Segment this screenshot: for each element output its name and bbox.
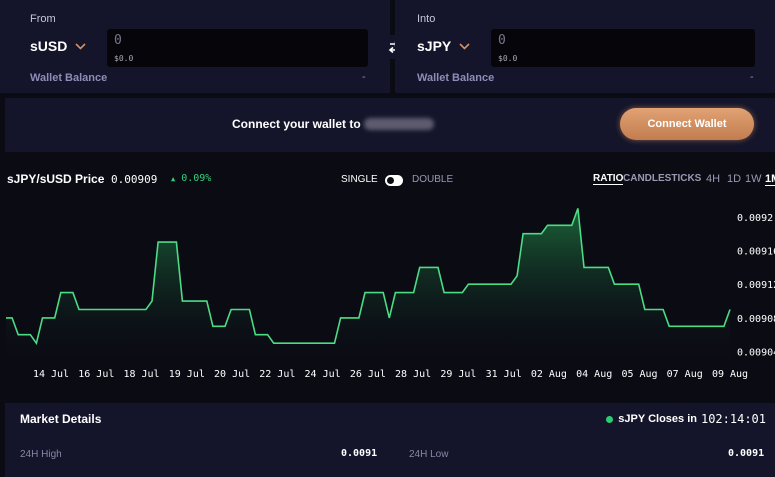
toggle-knob: [387, 177, 394, 184]
into-balance-label: Wallet Balance: [417, 72, 495, 84]
into-token-select[interactable]: sJPY: [417, 38, 470, 54]
x-tick-label: 19 Jul: [169, 369, 205, 380]
into-panel: Into sJPY 0 $0.0 Wallet Balance -: [395, 0, 775, 93]
status-dot-icon: [606, 415, 614, 423]
market-details-panel: Market Details sJPY Closes in 102:14:01 …: [5, 403, 775, 477]
timeframe-1w[interactable]: 1W: [745, 173, 762, 185]
low-24h-label: 24H Low: [409, 449, 449, 460]
from-amount-field[interactable]: 0 $0.0: [107, 29, 368, 67]
low-24h-value: 0.0091: [728, 448, 765, 459]
x-tick-label: 24 Jul: [305, 369, 341, 380]
blurred-app-name: [363, 118, 434, 130]
high-24h-label: 24H High: [20, 449, 62, 460]
high-24h-value: 0.0091: [341, 448, 378, 459]
x-tick-label: 02 Aug: [531, 369, 567, 380]
chevron-down-icon: [459, 42, 470, 50]
into-title: Into: [417, 13, 436, 25]
from-amount-usd: $0.0: [114, 54, 134, 63]
price-series-line: [6, 208, 731, 346]
x-tick-label: 16 Jul: [78, 369, 114, 380]
from-amount-value: 0: [114, 33, 122, 48]
price-chart: 0.0092 0.00916 0.00912 0.00908 0.00904 14 Ju…: [6, 208, 775, 380]
tab-candlesticks[interactable]: CANDLESTICKS: [623, 173, 702, 184]
chevron-down-icon: [75, 42, 86, 50]
current-price: 0.00909: [111, 173, 158, 186]
y-axis-ticks: 0.0092 0.00916 0.00912 0.00908 0.00904: [737, 213, 775, 359]
x-tick-label: 14 Jul: [33, 369, 69, 380]
y-tick-label: 0.00912: [737, 280, 775, 291]
mode-double-label[interactable]: DOUBLE: [412, 174, 454, 185]
timeframe-1d[interactable]: 1D: [727, 173, 742, 185]
chart-header: sJPY/sUSD Price 0.00909 ▲ 0.09% SINGLE D…: [0, 170, 775, 190]
from-title: From: [30, 13, 56, 25]
x-tick-label: 09 Aug: [712, 369, 748, 380]
x-tick-label: 22 Jul: [259, 369, 295, 380]
x-tick-label: 29 Jul: [440, 369, 476, 380]
from-balance-label: Wallet Balance: [30, 72, 108, 84]
tab-ratio[interactable]: RATIO: [593, 173, 624, 185]
x-tick-label: 28 Jul: [395, 369, 431, 380]
x-tick-label: 05 Aug: [621, 369, 657, 380]
x-tick-label: 20 Jul: [214, 369, 250, 380]
connect-message: Connect your wallet to: [232, 117, 434, 131]
market-close-timer: 102:14:01: [700, 412, 766, 426]
into-amount-field[interactable]: 0 $0.0: [491, 29, 755, 67]
pair-label: sJPY/sUSD Price: [7, 172, 105, 186]
price-area-fill: [6, 208, 730, 362]
from-panel: From sUSD 0 $0.0 Wallet Balance -: [0, 0, 390, 93]
x-tick-label: 18 Jul: [123, 369, 159, 380]
timeframe-4h[interactable]: 4H: [706, 173, 721, 185]
connect-wallet-button[interactable]: Connect Wallet: [620, 108, 754, 140]
into-token-name: sJPY: [417, 38, 452, 54]
market-close-label: sJPY Closes in: [618, 413, 697, 425]
mode-single-label[interactable]: SINGLE: [341, 174, 378, 185]
from-token-name: sUSD: [30, 38, 68, 54]
timeframe-1m[interactable]: 1M: [765, 173, 775, 186]
x-tick-label: 04 Aug: [576, 369, 612, 380]
y-tick-label: 0.00908: [737, 314, 775, 325]
up-triangle-icon: ▲: [171, 174, 176, 183]
chart-mode-toggle[interactable]: [385, 175, 403, 186]
from-balance-value: -: [362, 71, 366, 83]
from-token-select[interactable]: sUSD: [30, 38, 86, 54]
price-change-value: 0.09%: [181, 173, 212, 184]
x-axis-ticks: 14 Jul 16 Jul 18 Jul 19 Jul 20 Jul 22 Jul 24 J…: [33, 369, 748, 380]
y-tick-label: 0.00904: [737, 348, 775, 359]
into-amount-value: 0: [498, 33, 506, 48]
y-tick-label: 0.0092: [737, 213, 773, 224]
market-details-title: Market Details: [20, 412, 102, 426]
connect-message-text: Connect your wallet to: [232, 117, 361, 131]
x-tick-label: 07 Aug: [667, 369, 703, 380]
into-amount-usd: $0.0: [498, 54, 518, 63]
connect-wallet-panel: Connect your wallet to Connect Wallet: [5, 98, 775, 152]
x-tick-label: 26 Jul: [350, 369, 386, 380]
price-change: ▲ 0.09%: [171, 173, 211, 184]
into-balance-value: -: [750, 71, 754, 83]
x-tick-label: 31 Jul: [486, 369, 522, 380]
market-close-info: sJPY Closes in 102:14:01: [606, 412, 766, 426]
y-tick-label: 0.00916: [737, 247, 775, 258]
